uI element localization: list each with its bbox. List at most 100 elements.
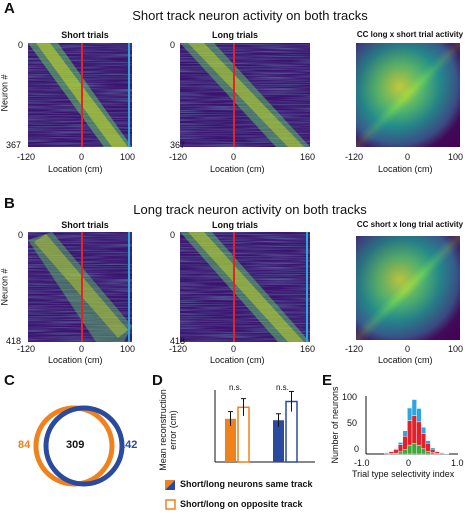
venn-right-count: 142	[119, 439, 138, 451]
panel-a-heatmaps	[28, 43, 460, 147]
panel-a-short-xtick-0: -120	[17, 152, 36, 162]
panel-e-bar-0-3	[398, 451, 404, 455]
venn-overlap-count: 309	[66, 439, 85, 451]
panel-b-cc-xtick-0: -120	[345, 344, 364, 354]
panel-e-ytick-0: 0	[354, 444, 360, 454]
panel-e-bar-0-6	[411, 443, 417, 455]
panel-e-letter: E	[322, 372, 333, 389]
panel-a-short-xlabel: Location (cm)	[48, 164, 103, 174]
panel-e-bar-2-6	[411, 399, 417, 416]
panel-e-xtick-0: -1.0	[354, 458, 370, 468]
panel-e-bar-0-7	[416, 444, 422, 455]
panel-e-bar-1-9	[425, 443, 431, 452]
panel-a-title: Short track neuron activity on both trac…	[132, 8, 368, 23]
panel-d-bar-1-0	[273, 420, 284, 462]
panel-c-venn	[33, 405, 125, 487]
panel-b-long-xtick-1: 0	[231, 344, 237, 354]
panel-b-long-xtick-0: -120	[169, 344, 188, 354]
panel-e-ytick-1: 50	[347, 418, 358, 428]
panel-a-cc-xtick-0: -120	[345, 152, 364, 162]
panel-e-bar-1-11	[434, 451, 440, 454]
panel-e-bar-1-7	[416, 421, 422, 446]
panel-c-letter: C	[4, 372, 15, 389]
panel-a-long-xtick-2: 160	[300, 152, 316, 162]
panel-b-long-heatmap	[180, 232, 310, 342]
panel-d-sig-1: n.s.	[229, 383, 242, 392]
panel-e-bar-1-8	[421, 433, 427, 449]
venn-left-count: 84	[18, 439, 31, 451]
panel-e-bar-1-4	[402, 435, 408, 450]
panel-b-cc-xtick-1: 0	[405, 344, 411, 354]
panel-a-long-xlabel: Location (cm)	[210, 164, 265, 174]
panel-e-bar-2-8	[421, 427, 427, 434]
legend-opp-swatch	[165, 499, 176, 510]
panel-b-cc-heatmap	[356, 236, 460, 340]
panel-e-bar-2-9	[425, 440, 431, 444]
panel-a-cc-xlabel: Location (cm)	[378, 164, 433, 174]
panel-e-bar-1-5	[407, 420, 413, 446]
panel-e-bar-2-10	[430, 447, 436, 450]
panel-a-short-xtick-2: 100	[120, 152, 136, 162]
panel-b-title: Long track neuron activity on both track…	[133, 202, 367, 217]
panel-e-xtick-1: 0	[406, 458, 412, 468]
panel-d-legend-1: Short/long neurons same track	[180, 479, 313, 489]
panel-e-bar-0-10	[430, 452, 436, 455]
panel-a-short-xtick-1: 0	[79, 152, 85, 162]
panel-d-legend-swatches	[165, 480, 176, 510]
panel-a-ytick-top: 0	[18, 40, 24, 50]
panel-e-bar-1-6	[411, 415, 417, 444]
legend-same-swatch-blue	[165, 480, 175, 490]
panel-b-cc-xlabel: Location (cm)	[378, 355, 433, 365]
panel-b-long-xtick-2: 160	[300, 344, 316, 354]
panel-e-bar-1-3	[398, 444, 404, 452]
panel-e-bar-0-9	[425, 451, 431, 455]
panel-b-cc-xtick-2: 100	[448, 344, 464, 354]
panel-e-xlabel: Trial type selectivity index	[352, 469, 455, 479]
panel-b-long-ytick-bottom: 418	[170, 336, 186, 346]
panel-b-short-xtick-1: 0	[79, 344, 85, 354]
panel-e-bar-1-1	[388, 451, 394, 454]
panel-b-long-ytick-top: 0	[170, 230, 176, 240]
panel-a-letter: A	[4, 0, 15, 17]
panel-b-short-heatmap	[28, 232, 132, 342]
panel-a-ytick-bottom: 367	[6, 140, 22, 150]
panel-b-short-xtick-2: 100	[120, 344, 136, 354]
panel-d-legend-2: Short/long on opposite track	[180, 499, 303, 509]
panel-d-bar-0-0	[225, 418, 236, 462]
panel-a-cc-heatmap	[356, 43, 460, 147]
panel-e-bar-1-10	[430, 448, 436, 453]
panel-b-long-xlabel: Location (cm)	[210, 355, 265, 365]
venn-long-circle	[43, 405, 125, 487]
panel-b-short-title: Short trials	[61, 220, 109, 230]
panel-b-long-title: Long trials	[211, 220, 258, 230]
panel-a-long-ytick-bottom: 367	[170, 140, 186, 150]
panel-e-bar-2-4	[402, 430, 408, 437]
panel-e-bar-0-5	[407, 444, 413, 455]
panel-a-long-heatmap	[180, 43, 310, 147]
panel-b-heatmaps	[28, 232, 460, 342]
panel-a-cc-xtick-1: 0	[405, 152, 411, 162]
panel-b-short-xtick-0: -120	[17, 344, 36, 354]
panel-e-xtick-2: 1.0	[451, 458, 464, 468]
panel-e-bar-0-4	[402, 449, 408, 455]
panel-b-ytick-top: 0	[18, 230, 24, 240]
panel-a-short-heatmap	[28, 43, 132, 147]
panel-e-bar-2-2	[393, 448, 399, 450]
panel-a-cc-title: CC long x short trial activity	[356, 30, 464, 39]
panel-a-cc-xtick-2: 100	[448, 152, 464, 162]
panel-e-bar-2-3	[398, 442, 404, 445]
panel-a-long-xtick-0: -120	[169, 152, 188, 162]
panel-e-bar-1-0	[384, 452, 390, 454]
panel-b-short-xlabel: Location (cm)	[48, 355, 103, 365]
panel-b-letter: B	[4, 195, 15, 212]
panel-a-short-title: Short trials	[61, 30, 109, 40]
panel-b-cc-title: CC short x long trial activity	[356, 220, 464, 229]
panel-e-ytick-2: 100	[342, 392, 358, 402]
panel-d-sig-2: n.s.	[276, 383, 289, 392]
panel-e-bar-0-8	[421, 448, 427, 455]
panel-a-long-xtick-1: 0	[231, 152, 237, 162]
panel-e-bar-2-5	[407, 407, 413, 421]
panel-a-long-ytick-top: 0	[170, 40, 176, 50]
panel-a-long-title: Long trials	[211, 30, 258, 40]
